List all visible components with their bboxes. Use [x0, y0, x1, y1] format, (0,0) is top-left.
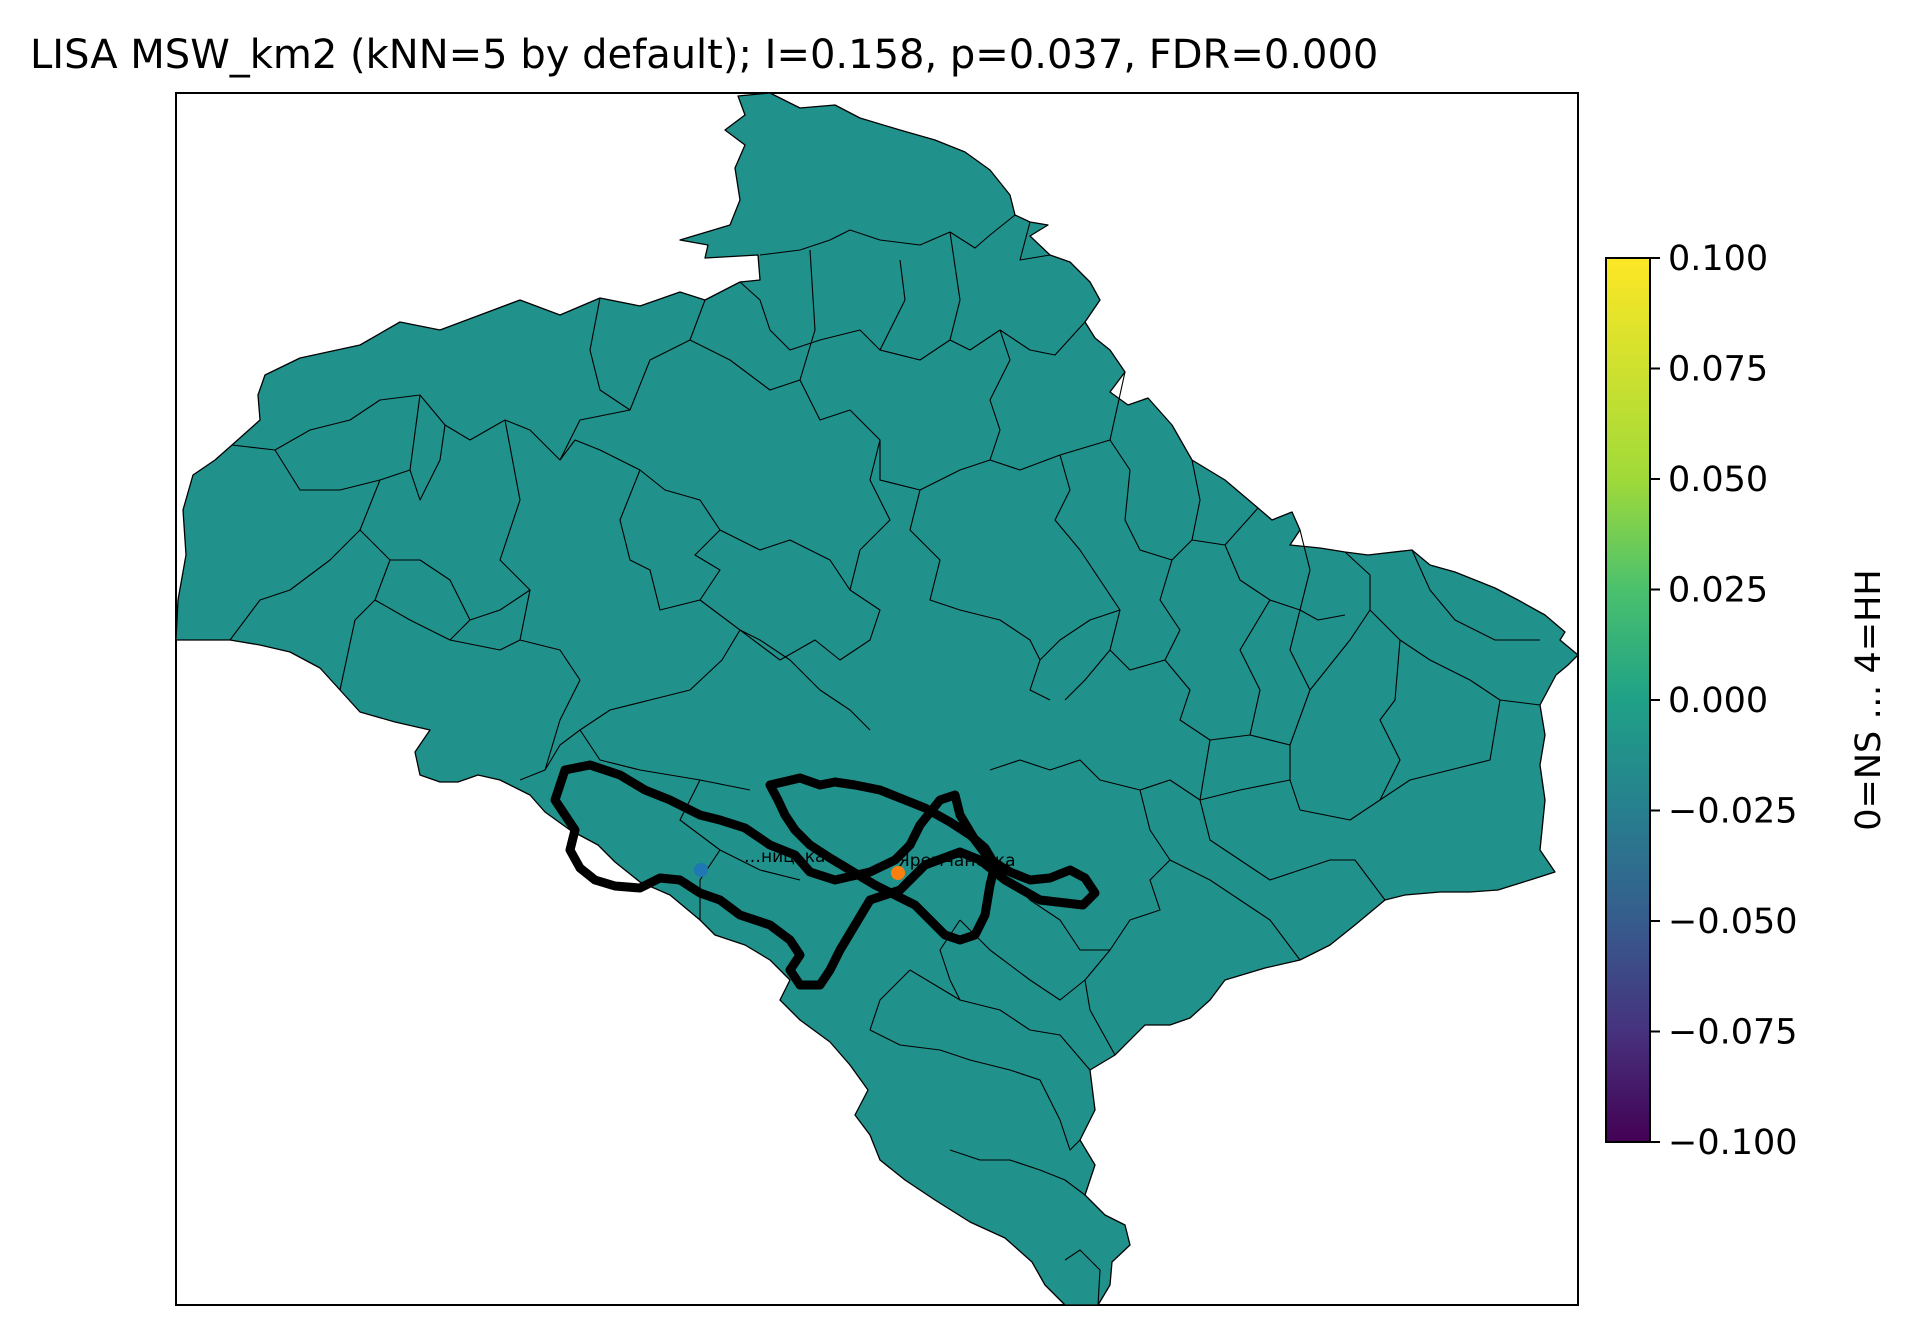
highlighted-community-west [550, 760, 1100, 990]
colorbar-tick-label: 0.025 [1668, 571, 1768, 611]
highlighted-communities [550, 760, 1100, 990]
colorbar-tick-label: −0.075 [1668, 1013, 1798, 1053]
point-marker-1 [694, 863, 708, 877]
point-marker-2 [891, 866, 905, 880]
colorbar-tick-label: 0.075 [1668, 350, 1768, 390]
colorbar-tick-label: 0.050 [1668, 460, 1768, 500]
district-borders [229, 214, 1541, 1306]
colorbar-tick-label: 0.100 [1668, 239, 1768, 279]
colorbar-label: 0=NS … 4=HH [1849, 569, 1889, 830]
colorbar-tick-label: −0.025 [1668, 792, 1798, 832]
point-label-2: Яремчанська [898, 851, 1016, 871]
colorbar [1605, 257, 1651, 1143]
chart-title: LISA MSW_km2 (kNN=5 by default); I=0.158… [30, 32, 1378, 78]
colorbar-tick-label: −0.100 [1668, 1123, 1798, 1163]
colorbar-tick-label: 0.000 [1668, 681, 1768, 721]
colorbar-ticks: 0.100 0.075 0.050 0.025 0.000 −0.025 −0.050 −0.… [1650, 239, 1798, 1163]
point-markers: …ницька Яремчанська [694, 847, 1016, 880]
region-territory [175, 92, 1579, 1306]
colorbar-tick-label: −0.050 [1668, 902, 1798, 942]
highlighted-community-east [765, 773, 1000, 945]
point-label-1: …ницька [744, 847, 825, 867]
